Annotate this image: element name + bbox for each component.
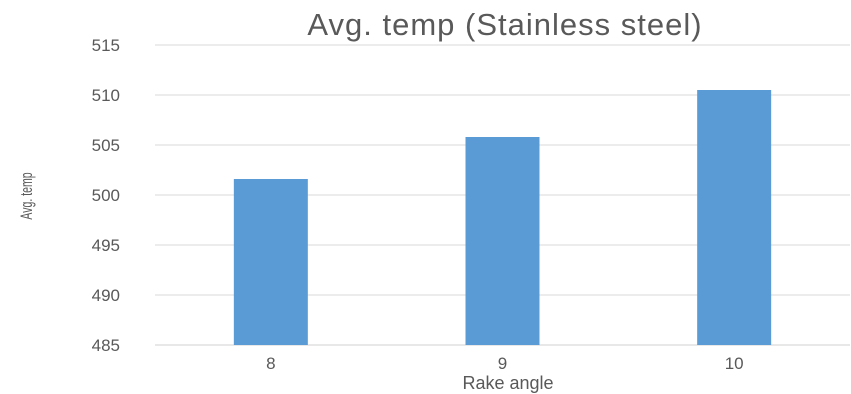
bar-rake-10 <box>697 90 772 345</box>
y-tick-label: 500 <box>92 186 120 205</box>
x-tick-label: 10 <box>725 354 744 373</box>
x-tick-label: 9 <box>498 354 507 373</box>
y-tick-label: 490 <box>92 286 120 305</box>
y-tick-label: 510 <box>92 86 120 105</box>
y-tick-label: 495 <box>92 236 120 255</box>
bars <box>233 90 772 345</box>
y-axis-ticks: 485 490 495 500 505 510 515 <box>92 36 120 355</box>
y-tick-label: 515 <box>92 36 120 55</box>
bar-rake-8 <box>233 179 308 345</box>
x-axis-ticks: 8 9 10 <box>266 354 744 373</box>
bar-rake-9 <box>465 137 540 345</box>
y-tick-label: 485 <box>92 336 120 355</box>
y-axis-title: Avg. temp <box>16 172 35 219</box>
chart-title: Avg. temp (Stainless steel) <box>307 7 702 42</box>
y-tick-label: 505 <box>92 136 120 155</box>
x-tick-label: 8 <box>266 354 275 373</box>
x-axis-title: Rake angle <box>462 373 553 393</box>
